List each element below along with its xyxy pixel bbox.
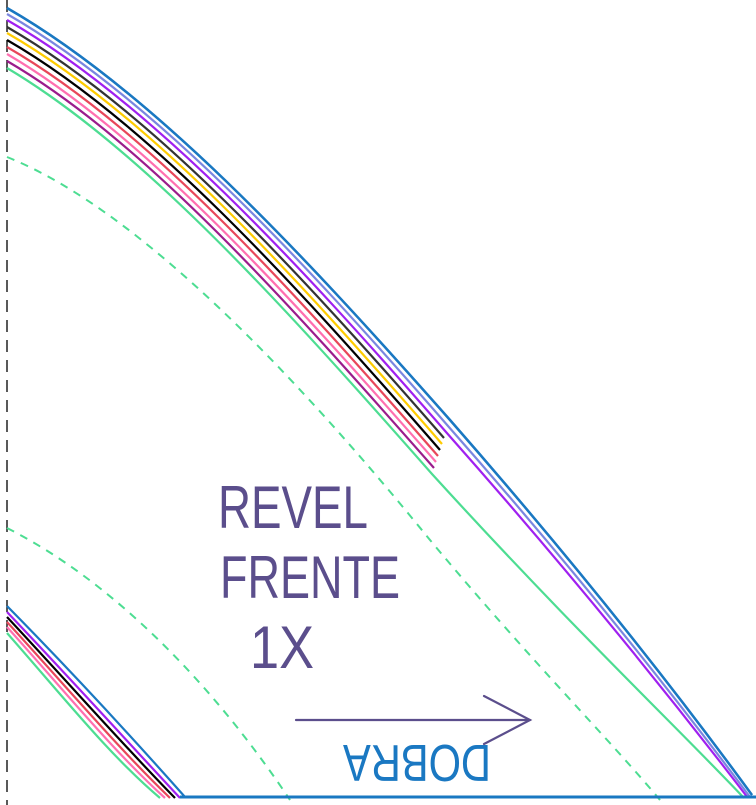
size-line-outer-5 xyxy=(6,32,443,445)
size-line-outer-9 xyxy=(6,60,435,469)
size-line-inner-2 xyxy=(6,611,181,799)
inner-size-lines xyxy=(6,605,186,799)
seam-allowance-inner xyxy=(6,527,291,801)
size-line-outer-4 xyxy=(6,26,445,439)
size-line-outer-main xyxy=(6,6,754,796)
size-line-outer-3 xyxy=(6,19,749,799)
size-line-outer-2 xyxy=(6,13,751,798)
size-line-inner-5 xyxy=(6,626,166,799)
size-line-outer-6 xyxy=(6,39,441,451)
size-line-outer-7 xyxy=(6,46,439,457)
size-line-inner-6 xyxy=(6,632,161,799)
outer-size-lines xyxy=(6,6,754,799)
size-line-inner-1 xyxy=(6,605,186,798)
size-line-outer-8 xyxy=(6,53,437,463)
piece-title-line1: REVEL xyxy=(218,474,368,541)
size-line-outer-10 xyxy=(6,67,745,799)
seam-allowance-lines xyxy=(6,156,661,801)
size-line-inner-3 xyxy=(6,616,176,799)
piece-quantity: 1X xyxy=(250,614,314,681)
fold-label: DOBRA xyxy=(343,733,491,791)
piece-title-line2: FRENTE xyxy=(220,544,400,611)
arrow-right-icon xyxy=(294,694,533,746)
seam-allowance-outer xyxy=(6,156,661,801)
size-line-inner-4 xyxy=(6,621,171,799)
